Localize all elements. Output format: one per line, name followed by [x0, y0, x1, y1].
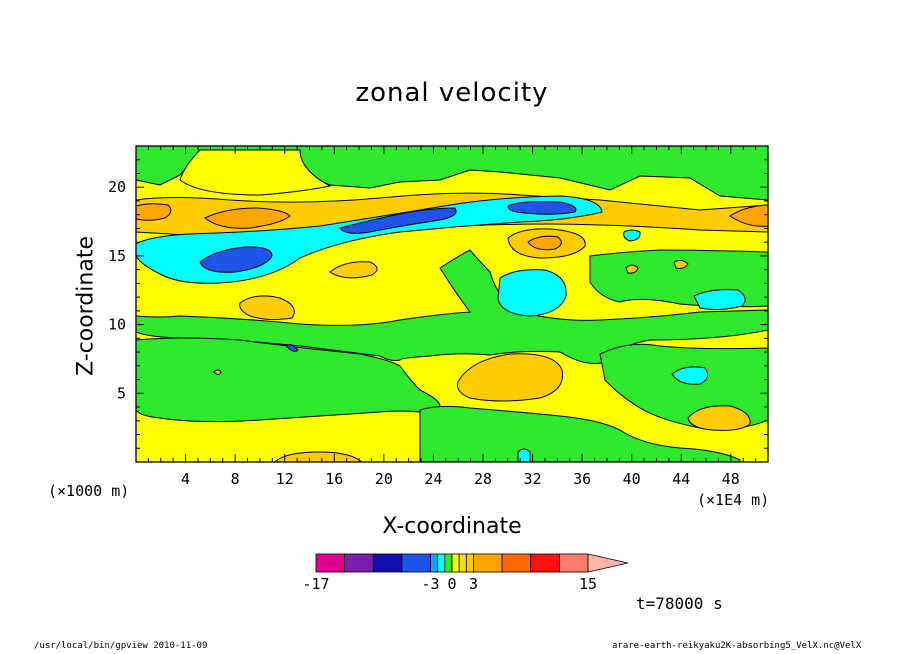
- field-cyan-blob-47: [693, 289, 746, 311]
- field-orange-blob-33-core: [527, 235, 562, 251]
- chart-title: zonal velocity: [355, 78, 549, 108]
- field-orange-blob-lower: [457, 353, 564, 402]
- field-orange-dot-b: [625, 264, 639, 274]
- colorbar-bin: [501, 553, 532, 573]
- field-orange-left: [136, 203, 172, 221]
- field-orange-dot-c: [673, 259, 689, 269]
- field-green-lower: [136, 337, 441, 423]
- x-tick-label: 44: [672, 470, 690, 488]
- colorbar-bin: [401, 553, 431, 573]
- contour-field: [136, 146, 768, 462]
- x-axis-label: X-coordinate: [382, 514, 522, 539]
- field-orange-right: [729, 204, 768, 227]
- field-green-bottom: [419, 405, 741, 462]
- field-cyan-blob-45: [671, 366, 709, 385]
- colorbar-tick-label: -3: [421, 575, 439, 593]
- colorbar-bin: [451, 553, 460, 573]
- x-tick-label: 32: [524, 470, 542, 488]
- x-tick-label: 40: [623, 470, 641, 488]
- colorbar-bin: [344, 553, 374, 573]
- y-tick-label: 10: [108, 316, 126, 334]
- colorbar-bin: [473, 553, 503, 573]
- x-tick-label: 28: [474, 470, 492, 488]
- colorbar-bin: [444, 553, 453, 573]
- x-tick-label: 24: [424, 470, 442, 488]
- x-tick-label: 16: [325, 470, 343, 488]
- field-blue-streak: [339, 207, 457, 234]
- colorbar-bin: [315, 553, 346, 573]
- x-tick-label: 12: [276, 470, 294, 488]
- colorbar-bin: [458, 553, 467, 573]
- colorbar-tick-label: 0: [447, 575, 456, 593]
- field-blue-dot: [285, 344, 299, 352]
- field-green-middle: [136, 249, 768, 365]
- field-yellow-upper: [179, 149, 332, 196]
- footer-file-name: arare-earth-reikyaku2K-absorbing5_VelX.n…: [612, 641, 862, 651]
- y-tick-label: 5: [117, 384, 126, 402]
- y-tick-label: 15: [108, 247, 126, 265]
- field-blue-streak-right: [507, 201, 577, 215]
- x-tick-label: 36: [573, 470, 591, 488]
- colorbar-tick-label: -17: [302, 575, 329, 593]
- field-orange-core: [204, 207, 291, 229]
- colorbar-bin: [465, 553, 474, 573]
- field-cyan-blob-31: [497, 269, 567, 317]
- colorbar-bin: [437, 553, 446, 573]
- colorbar-bin: [530, 553, 560, 573]
- x-tick-label: 20: [375, 470, 393, 488]
- field-blue-core: [199, 246, 273, 273]
- field-orange-blob-17: [329, 261, 378, 279]
- plot-frame: [135, 145, 769, 463]
- x-scale-label: (×1E4 m): [697, 491, 770, 509]
- field-orange-blob-lower-right: [687, 405, 751, 431]
- field-cyan-blob-bottom: [517, 448, 531, 462]
- colorbar-bin: [558, 553, 589, 573]
- field-orange-dot-a: [213, 369, 222, 375]
- x-unit-label: (×1000 m): [48, 482, 130, 500]
- colorbar-bin: [430, 553, 439, 573]
- field-orange-blob-10: [239, 295, 295, 321]
- colorbar: -17 -3 0 3 15: [302, 553, 629, 593]
- colorbar-bin: [372, 553, 403, 573]
- x-tick-label: 8: [231, 470, 240, 488]
- field-cyan-blob-small: [623, 229, 641, 242]
- colorbar-extend-arrow: [587, 553, 629, 573]
- x-tick-label: 48: [722, 470, 740, 488]
- footer-path-date: /usr/local/bin/gpview 2010-11-09: [34, 641, 208, 651]
- x-tick-label: 4: [181, 470, 190, 488]
- colorbar-tick-label: 15: [579, 575, 597, 593]
- colorbar-tick-label: 3: [469, 575, 478, 593]
- time-label: t=78000 s: [636, 594, 723, 613]
- y-tick-label: 20: [108, 178, 126, 196]
